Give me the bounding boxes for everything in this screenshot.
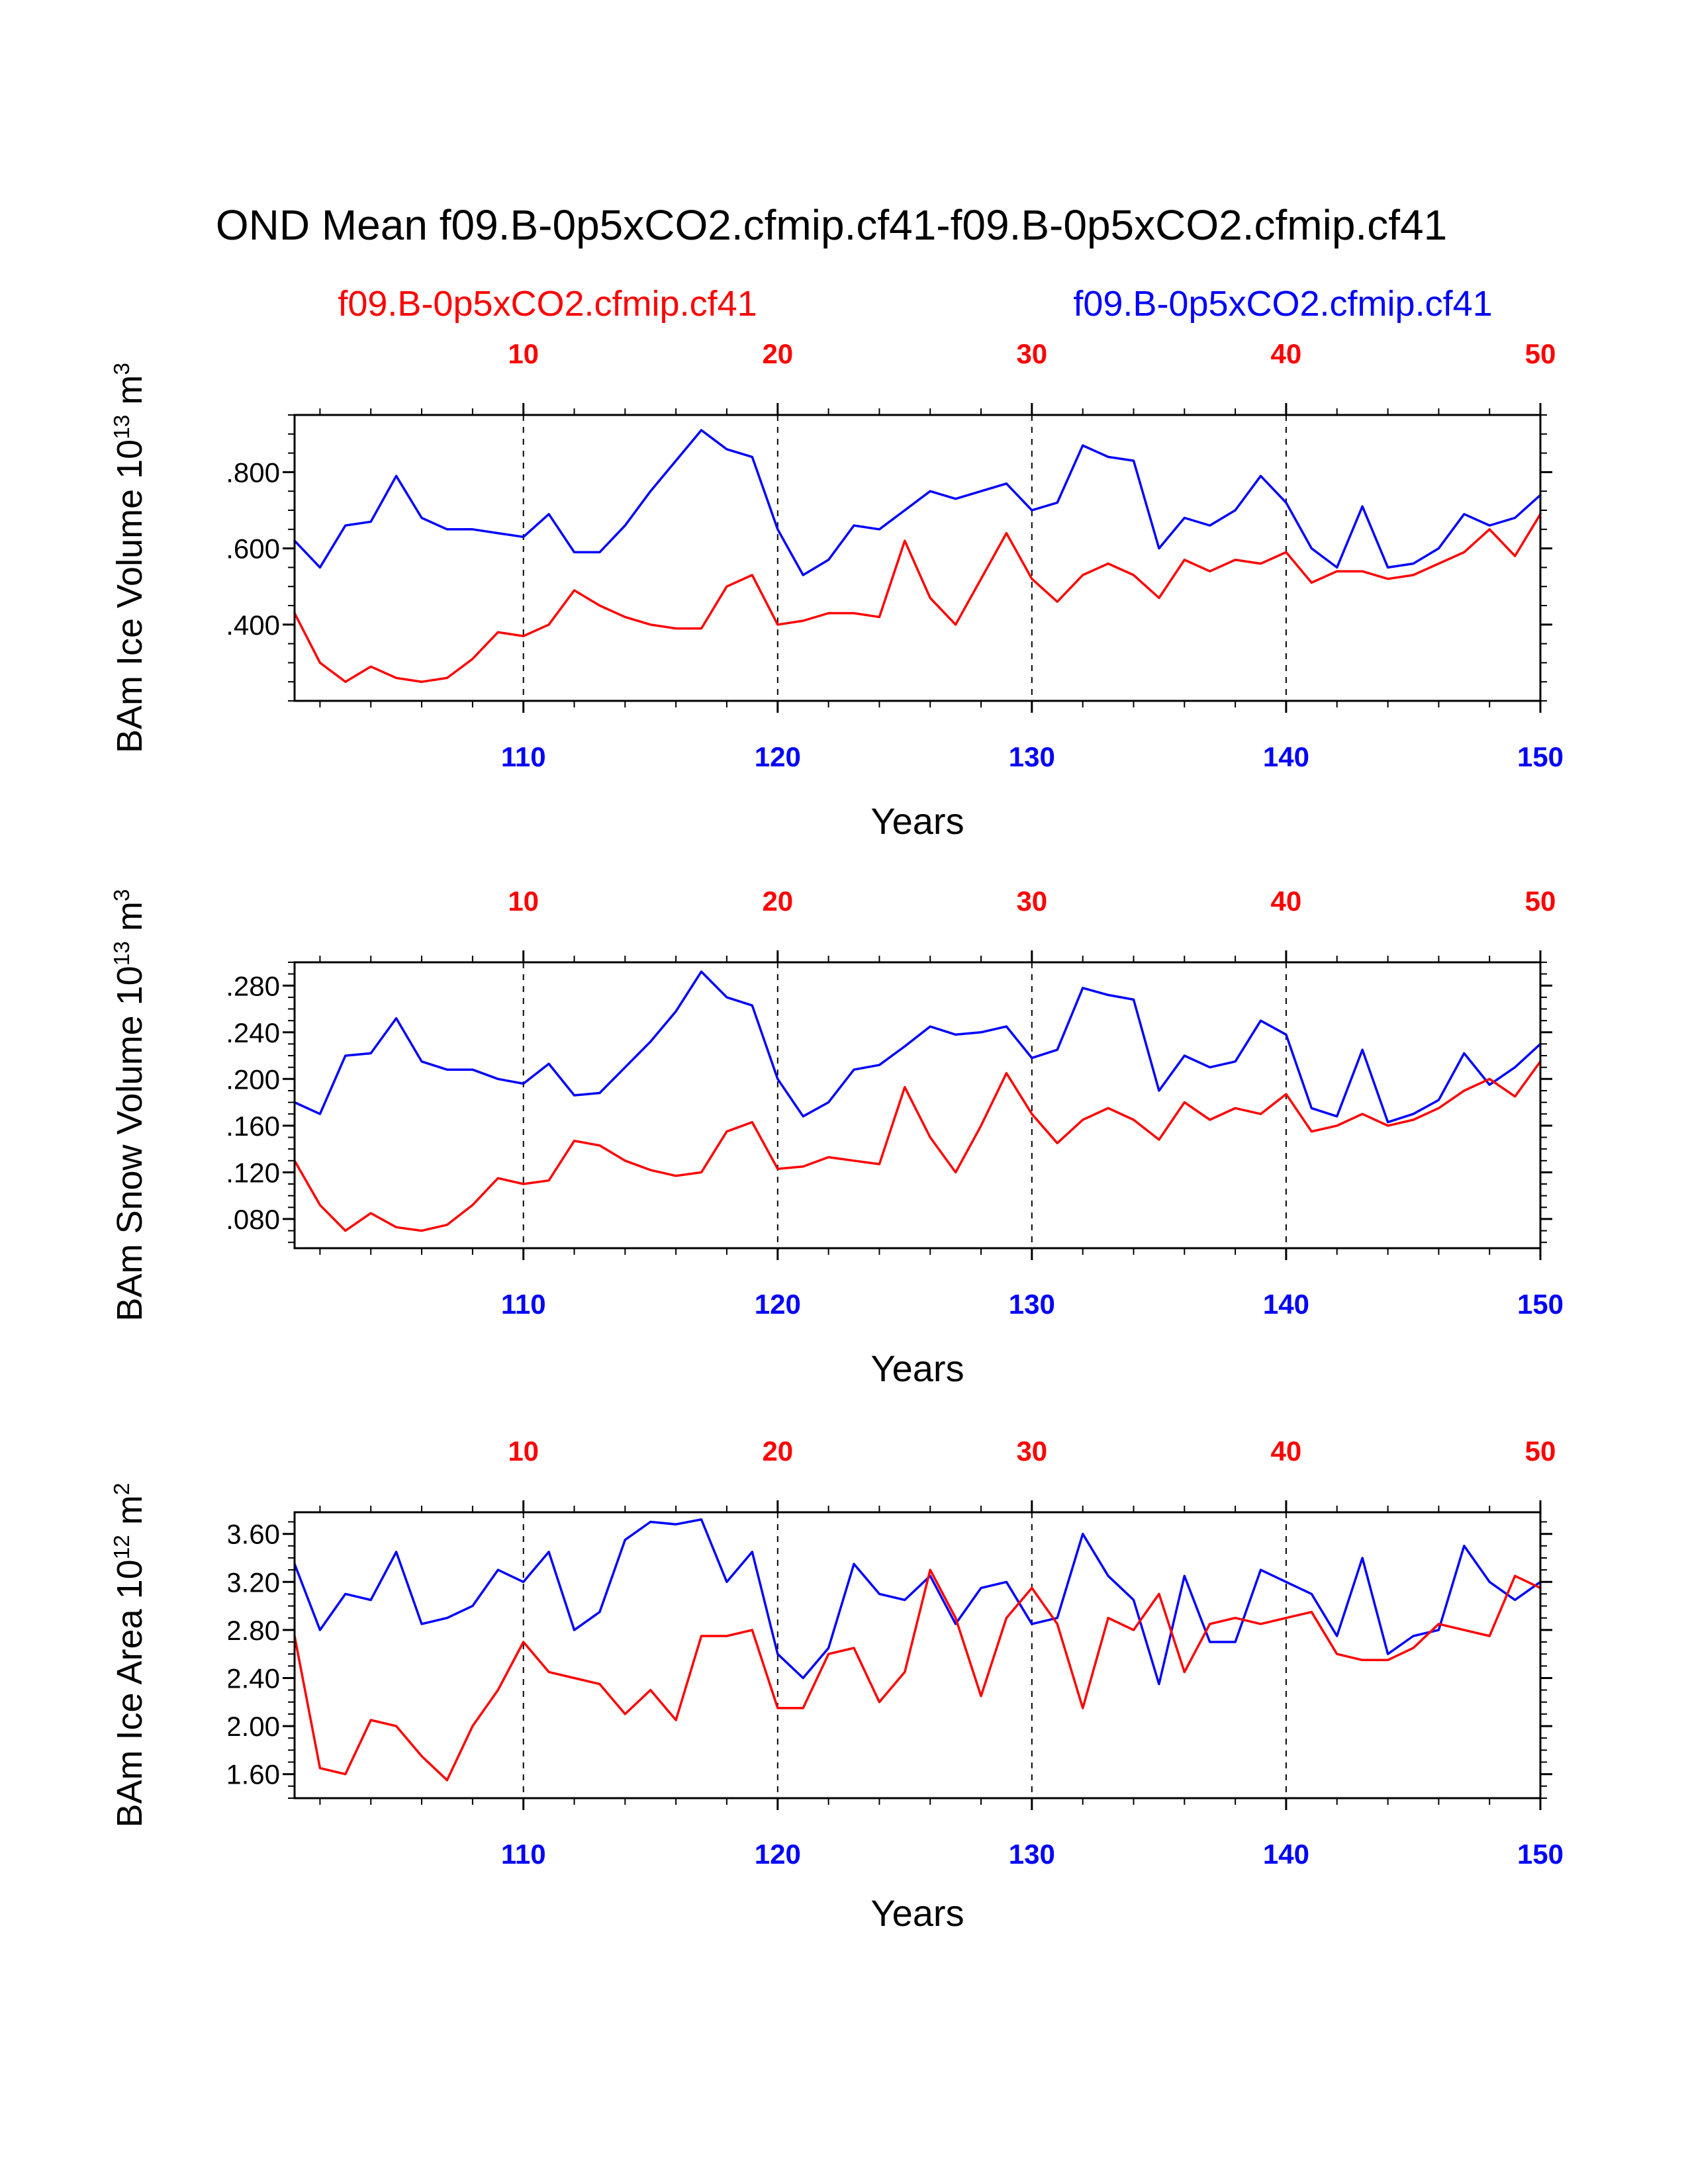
x-tick-label-bottom: 140 bbox=[1263, 741, 1309, 772]
ylabel-unit-exponent: 2 bbox=[110, 1482, 134, 1496]
y-tick-label: 0.280 bbox=[228, 970, 280, 1001]
series-line-blue bbox=[293, 970, 1542, 1124]
xlabel-years-2: Years bbox=[870, 1347, 964, 1389]
y-tick-label: 3.60 bbox=[228, 1519, 280, 1550]
chart-title: OND Mean f09.B-0p5xCO2.cfmip.cf41-f09.B-… bbox=[215, 201, 1448, 249]
x-tick-label-bottom: 130 bbox=[1009, 1289, 1055, 1320]
ylabel-text: BAm Snow Volume 10 bbox=[110, 966, 150, 1322]
grid-lines bbox=[522, 415, 1287, 701]
x-tick-label-bottom: 110 bbox=[501, 1839, 546, 1870]
x-tick-label-top: 10 bbox=[508, 1435, 539, 1467]
y-tick-label: 0.800 bbox=[228, 457, 280, 488]
plot-frame bbox=[293, 1511, 1542, 1799]
y-tick-label: 0.240 bbox=[228, 1017, 280, 1048]
axis-ticks bbox=[283, 1500, 1552, 1810]
plot-frame bbox=[293, 414, 1542, 702]
x-tick-label-top: 50 bbox=[1525, 886, 1556, 917]
ylabel-exponent: 13 bbox=[110, 414, 134, 439]
ylabel-ice-area: BAm Ice Area 1012 m2 bbox=[109, 1482, 150, 1827]
x-tick-label-top: 30 bbox=[1016, 1435, 1047, 1467]
ice-volume-panel: 110 120 130 140 150 10 20 30 40 50 0.400 0.600 0.800 bbox=[228, 338, 1564, 772]
x-tick-label-bottom: 150 bbox=[1517, 741, 1564, 772]
x-tick-label-bottom: 140 bbox=[1263, 1839, 1309, 1870]
ylabel-unit: m bbox=[110, 901, 150, 942]
y-tick-label: 2.40 bbox=[228, 1663, 280, 1694]
x-tick-label-bottom: 120 bbox=[755, 741, 801, 772]
y-tick-label: 2.00 bbox=[228, 1711, 280, 1742]
x-tick-label-top: 20 bbox=[762, 338, 793, 369]
x-tick-label-bottom: 130 bbox=[1009, 741, 1055, 772]
x-tick-label-top: 20 bbox=[762, 1435, 793, 1467]
x-tick-label-bottom: 110 bbox=[501, 741, 546, 772]
x-tick-label-bottom: 150 bbox=[1517, 1289, 1564, 1320]
legend-label-blue: f09.B-0p5xCO2.cfmip.cf41 bbox=[1073, 284, 1493, 324]
y-tick-label: 2.80 bbox=[228, 1615, 280, 1646]
axis-ticks bbox=[283, 403, 1552, 713]
x-tick-label-bottom: 120 bbox=[755, 1839, 801, 1870]
y-tick-label: 0.400 bbox=[228, 610, 280, 641]
x-tick-label-top: 10 bbox=[508, 338, 539, 369]
grid-lines bbox=[522, 962, 1287, 1248]
axis-ticks bbox=[283, 950, 1552, 1260]
ylabel-ice-volume: BAm Ice Volume 1013 m3 bbox=[109, 363, 150, 753]
x-tick-label-bottom: 130 bbox=[1009, 1839, 1055, 1870]
series-line-blue bbox=[293, 429, 1542, 576]
xlabel-years-3: Years bbox=[870, 1892, 964, 1934]
ylabel-unit-exponent: 3 bbox=[110, 889, 134, 902]
series-line-red bbox=[293, 513, 1542, 683]
series-line-blue bbox=[293, 1518, 1542, 1686]
ylabel-unit: m bbox=[110, 375, 150, 415]
y-tick-label: 0.160 bbox=[228, 1111, 280, 1142]
ylabel-text: BAm Ice Area 10 bbox=[110, 1559, 150, 1828]
x-tick-label-top: 50 bbox=[1525, 1435, 1556, 1467]
x-tick-label-top: 40 bbox=[1271, 338, 1302, 369]
y-tick-label: 0.200 bbox=[228, 1064, 280, 1095]
y-tick-label: 0.600 bbox=[228, 533, 280, 565]
ylabel-text: BAm Ice Volume 10 bbox=[110, 439, 150, 754]
axis-tick-labels: 110 120 130 140 150 10 20 30 40 50 0.080 0.120 0.160… bbox=[228, 886, 1564, 1320]
ylabel-snow-volume: BAm Snow Volume 1013 m3 bbox=[109, 889, 150, 1321]
axis-tick-labels: 110 120 130 140 150 10 20 30 40 50 0.400 0.600 0.800 bbox=[228, 338, 1564, 772]
snow-volume-panel: 110 120 130 140 150 10 20 30 40 50 0.080 0.120 0.160… bbox=[228, 886, 1564, 1320]
y-tick-label: 1.60 bbox=[228, 1759, 280, 1790]
x-tick-label-top: 20 bbox=[762, 886, 793, 917]
x-tick-label-top: 30 bbox=[1016, 886, 1047, 917]
ylabel-unit: m bbox=[110, 1495, 150, 1535]
plot-frame bbox=[293, 961, 1542, 1250]
ylabel-exponent: 12 bbox=[110, 1535, 134, 1560]
y-tick-label: 3.20 bbox=[228, 1567, 280, 1598]
legend-label-red: f09.B-0p5xCO2.cfmip.cf41 bbox=[338, 284, 757, 324]
x-tick-label-top: 40 bbox=[1271, 886, 1302, 917]
x-tick-label-top: 30 bbox=[1016, 338, 1047, 369]
x-tick-label-top: 40 bbox=[1271, 1435, 1302, 1467]
series-line-red bbox=[293, 1569, 1542, 1782]
y-tick-label: 0.120 bbox=[228, 1157, 280, 1188]
grid-lines bbox=[522, 1512, 1287, 1798]
x-tick-label-bottom: 150 bbox=[1517, 1839, 1564, 1870]
series-line-red bbox=[293, 1060, 1542, 1232]
xlabel-years-1: Years bbox=[870, 800, 964, 842]
ylabel-unit-exponent: 3 bbox=[110, 362, 134, 375]
ylabel-exponent: 13 bbox=[110, 941, 134, 966]
x-tick-label-top: 50 bbox=[1525, 338, 1556, 369]
x-tick-label-bottom: 110 bbox=[501, 1289, 546, 1320]
y-tick-label: 0.080 bbox=[228, 1204, 280, 1235]
x-tick-label-bottom: 140 bbox=[1263, 1289, 1309, 1320]
axis-tick-labels: 110 120 130 140 150 10 20 30 40 50 1.60 2.00 2.40 2.8… bbox=[228, 1435, 1564, 1870]
ice-area-panel: 110 120 130 140 150 10 20 30 40 50 1.60 2.00 2.40 2.8… bbox=[228, 1435, 1564, 1870]
x-tick-label-top: 10 bbox=[508, 886, 539, 917]
x-tick-label-bottom: 120 bbox=[755, 1289, 801, 1320]
